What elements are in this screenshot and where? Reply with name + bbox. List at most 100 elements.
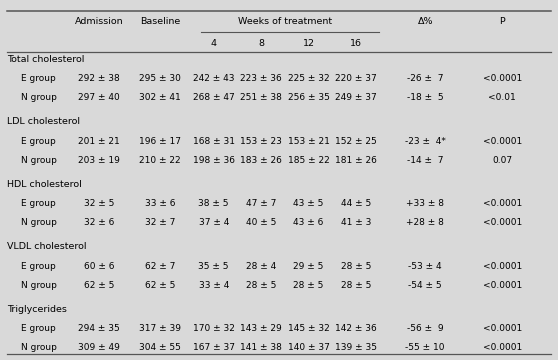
Text: 32 ± 5: 32 ± 5 (84, 199, 114, 208)
Text: 43 ± 5: 43 ± 5 (294, 199, 324, 208)
Text: 60 ± 6: 60 ± 6 (84, 262, 114, 271)
Text: 140 ± 37: 140 ± 37 (287, 343, 330, 352)
Text: 181 ± 26: 181 ± 26 (335, 156, 377, 165)
Text: -53 ± 4: -53 ± 4 (408, 262, 442, 271)
Text: 302 ± 41: 302 ± 41 (140, 93, 181, 102)
Text: -56 ±  9: -56 ± 9 (407, 324, 444, 333)
Text: N group: N group (21, 343, 56, 352)
Text: 292 ± 38: 292 ± 38 (79, 74, 120, 83)
Text: 242 ± 43: 242 ± 43 (193, 74, 234, 83)
Text: 12: 12 (302, 39, 315, 48)
Text: 28 ± 5: 28 ± 5 (341, 281, 371, 290)
Text: +33 ± 8: +33 ± 8 (406, 199, 444, 208)
Text: 37 ± 4: 37 ± 4 (199, 218, 229, 227)
Text: 153 ± 23: 153 ± 23 (240, 137, 282, 146)
Text: 153 ± 21: 153 ± 21 (287, 137, 330, 146)
Text: -23 ±  4*: -23 ± 4* (405, 137, 446, 146)
Text: 62 ± 5: 62 ± 5 (145, 281, 175, 290)
Text: 4: 4 (211, 39, 217, 48)
Text: 0.07: 0.07 (492, 156, 512, 165)
Text: 249 ± 37: 249 ± 37 (335, 93, 377, 102)
Text: 28 ± 4: 28 ± 4 (246, 262, 276, 271)
Text: 183 ± 26: 183 ± 26 (240, 156, 282, 165)
Text: -18 ±  5: -18 ± 5 (407, 93, 444, 102)
Text: 8: 8 (258, 39, 264, 48)
Text: 32 ± 6: 32 ± 6 (84, 218, 114, 227)
Text: 143 ± 29: 143 ± 29 (240, 324, 282, 333)
Text: 294 ± 35: 294 ± 35 (79, 324, 120, 333)
Text: Δ%: Δ% (417, 17, 433, 26)
Text: N group: N group (21, 281, 56, 290)
Text: LDL cholesterol: LDL cholesterol (7, 117, 80, 126)
Text: Baseline: Baseline (140, 17, 180, 26)
Text: 152 ± 25: 152 ± 25 (335, 137, 377, 146)
Text: 33 ± 4: 33 ± 4 (199, 281, 229, 290)
Text: 145 ± 32: 145 ± 32 (288, 324, 329, 333)
Text: E group: E group (21, 137, 55, 146)
Text: <0.01: <0.01 (488, 93, 516, 102)
Text: 47 ± 7: 47 ± 7 (246, 199, 276, 208)
Text: 41 ± 3: 41 ± 3 (341, 218, 371, 227)
Text: -54 ± 5: -54 ± 5 (408, 281, 442, 290)
Text: 198 ± 36: 198 ± 36 (193, 156, 235, 165)
Text: E group: E group (21, 74, 55, 83)
Text: 225 ± 32: 225 ± 32 (288, 74, 329, 83)
Text: E group: E group (21, 324, 55, 333)
Text: N group: N group (21, 93, 56, 102)
Text: N group: N group (21, 156, 56, 165)
Text: 16: 16 (350, 39, 362, 48)
Text: <0.0001: <0.0001 (483, 137, 522, 146)
Text: 210 ± 22: 210 ± 22 (140, 156, 181, 165)
Text: 268 ± 47: 268 ± 47 (193, 93, 234, 102)
Text: 297 ± 40: 297 ± 40 (79, 93, 120, 102)
Text: 40 ± 5: 40 ± 5 (246, 218, 276, 227)
Text: 256 ± 35: 256 ± 35 (287, 93, 330, 102)
Text: P: P (499, 17, 505, 26)
Text: 304 ± 55: 304 ± 55 (139, 343, 181, 352)
Text: -55 ± 10: -55 ± 10 (406, 343, 445, 352)
Text: 139 ± 35: 139 ± 35 (335, 343, 377, 352)
Text: E group: E group (21, 199, 55, 208)
Text: 309 ± 49: 309 ± 49 (78, 343, 121, 352)
Text: <0.0001: <0.0001 (483, 262, 522, 271)
Text: 223 ± 36: 223 ± 36 (240, 74, 282, 83)
Text: 220 ± 37: 220 ± 37 (335, 74, 377, 83)
Text: <0.0001: <0.0001 (483, 218, 522, 227)
Text: Triglycerides: Triglycerides (7, 305, 66, 314)
Text: 168 ± 31: 168 ± 31 (193, 137, 235, 146)
Text: 29 ± 5: 29 ± 5 (294, 262, 324, 271)
Text: 141 ± 38: 141 ± 38 (240, 343, 282, 352)
Text: 62 ± 7: 62 ± 7 (145, 262, 175, 271)
Text: <0.0001: <0.0001 (483, 324, 522, 333)
Text: 38 ± 5: 38 ± 5 (199, 199, 229, 208)
Text: +28 ± 8: +28 ± 8 (406, 218, 444, 227)
Text: Weeks of treatment: Weeks of treatment (238, 17, 332, 26)
Text: <0.0001: <0.0001 (483, 281, 522, 290)
Text: 167 ± 37: 167 ± 37 (193, 343, 235, 352)
Text: 43 ± 6: 43 ± 6 (294, 218, 324, 227)
Text: 251 ± 38: 251 ± 38 (240, 93, 282, 102)
Text: Total cholesterol: Total cholesterol (7, 55, 84, 63)
Text: 28 ± 5: 28 ± 5 (294, 281, 324, 290)
Text: 185 ± 22: 185 ± 22 (288, 156, 329, 165)
Text: <0.0001: <0.0001 (483, 74, 522, 83)
Text: 203 ± 19: 203 ± 19 (78, 156, 121, 165)
Text: VLDL cholesterol: VLDL cholesterol (7, 242, 86, 251)
Text: 44 ± 5: 44 ± 5 (341, 199, 371, 208)
Text: 317 ± 39: 317 ± 39 (139, 324, 181, 333)
Text: 201 ± 21: 201 ± 21 (79, 137, 120, 146)
Text: -26 ±  7: -26 ± 7 (407, 74, 444, 83)
Text: 33 ± 6: 33 ± 6 (145, 199, 175, 208)
Text: 196 ± 17: 196 ± 17 (139, 137, 181, 146)
Text: 28 ± 5: 28 ± 5 (246, 281, 276, 290)
Text: 142 ± 36: 142 ± 36 (335, 324, 377, 333)
Text: 295 ± 30: 295 ± 30 (139, 74, 181, 83)
Text: 28 ± 5: 28 ± 5 (341, 262, 371, 271)
Text: -14 ±  7: -14 ± 7 (407, 156, 444, 165)
Text: 32 ± 7: 32 ± 7 (145, 218, 175, 227)
Text: <0.0001: <0.0001 (483, 199, 522, 208)
Text: N group: N group (21, 218, 56, 227)
Text: <0.0001: <0.0001 (483, 343, 522, 352)
Text: 35 ± 5: 35 ± 5 (199, 262, 229, 271)
Text: Admission: Admission (75, 17, 124, 26)
